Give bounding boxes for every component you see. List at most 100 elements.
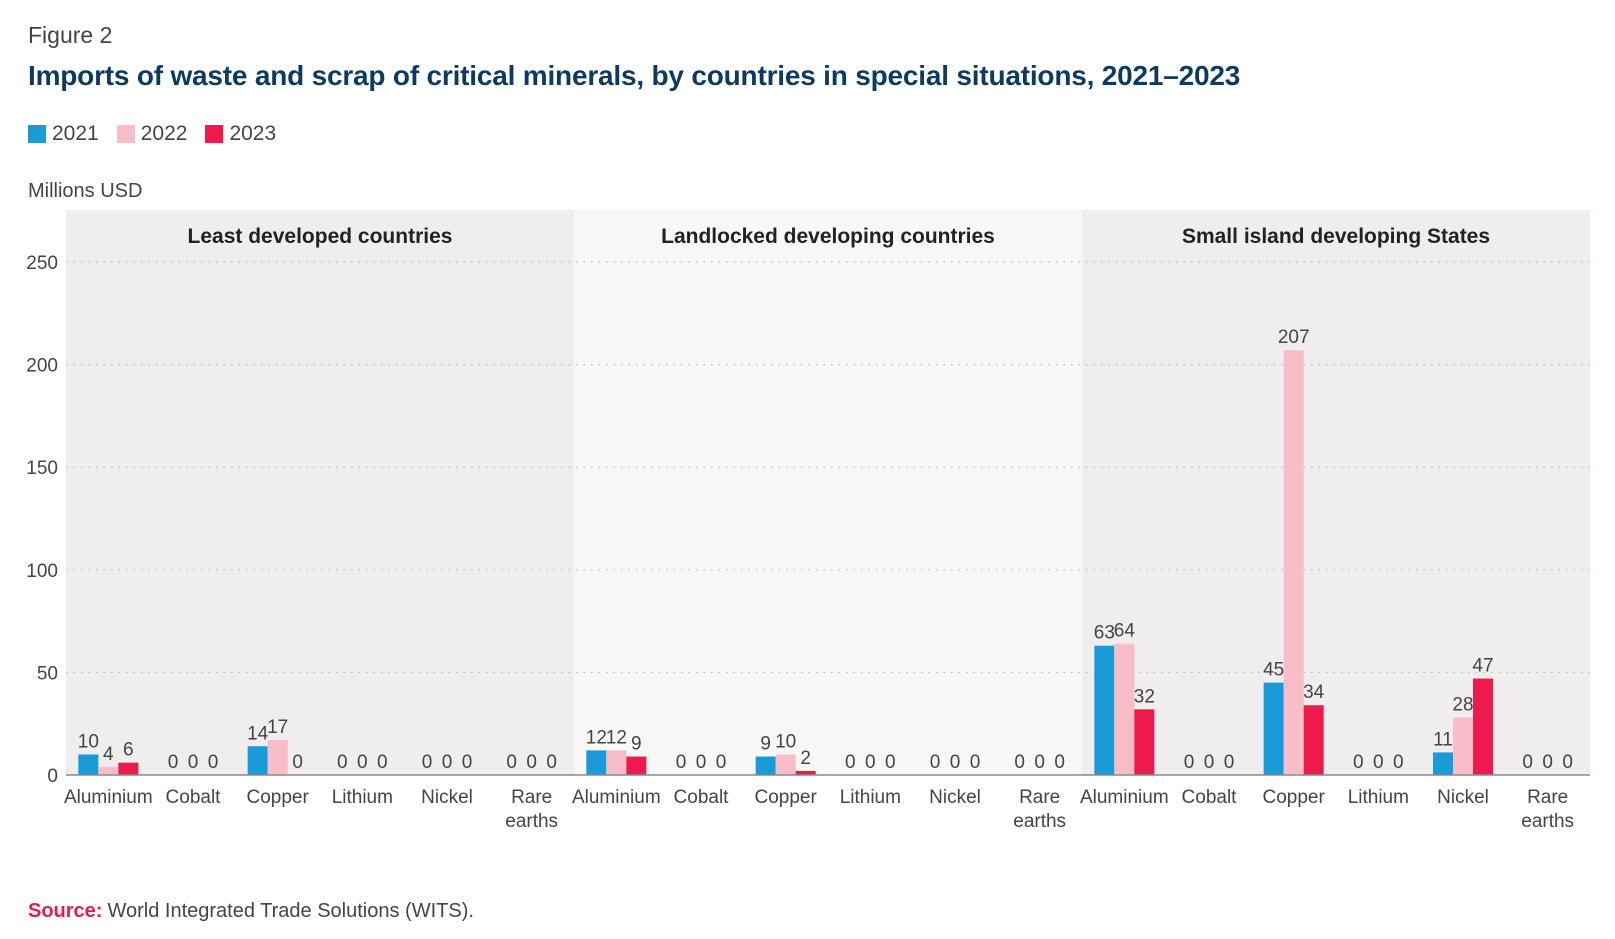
x-tick-label: Rare: [1527, 787, 1568, 808]
panel-title-3: Small island developing States: [1182, 225, 1490, 248]
legend: 2021 2022 2023: [28, 122, 276, 146]
bar: [267, 740, 288, 775]
x-tick-label: Aluminium: [64, 787, 153, 808]
data-label: 28: [1452, 695, 1473, 716]
x-tick-label: Copper: [247, 787, 310, 808]
bar-chart: Least developed countries Landlocked deve…: [26, 210, 1590, 832]
legend-label-2023: 2023: [229, 122, 277, 145]
x-tick-label: Copper: [1263, 787, 1326, 808]
panel-background-3: [1082, 210, 1590, 775]
legend-item-2022: 2022: [116, 122, 187, 146]
legend-label-2021: 2021: [52, 122, 99, 145]
y-tick-label: 50: [37, 663, 58, 684]
legend-swatch-2022: [116, 125, 135, 143]
source-text: World Integrated Trade Solutions (WITS).: [107, 900, 474, 922]
bar: [795, 770, 816, 775]
data-label: 0: [1562, 752, 1573, 773]
data-label: 0: [188, 752, 199, 773]
data-label: 0: [1184, 752, 1195, 773]
x-tick-label: Aluminium: [1080, 787, 1169, 808]
data-label: 63: [1094, 623, 1115, 644]
bar: [586, 750, 607, 775]
panel-background-1: [66, 210, 574, 775]
data-label: 0: [716, 752, 727, 773]
data-label: 0: [377, 752, 388, 773]
data-label: 0: [1353, 752, 1364, 773]
data-label: 0: [676, 752, 687, 773]
x-tick-label: Lithium: [332, 787, 393, 808]
x-tick-label: Lithium: [1348, 787, 1409, 808]
x-tick-label: Nickel: [929, 787, 981, 808]
data-label: 0: [357, 752, 368, 773]
y-tick-label: 100: [26, 561, 58, 582]
x-tick-label: Nickel: [1437, 787, 1489, 808]
x-tick-label: Copper: [755, 787, 818, 808]
data-label: 12: [586, 727, 607, 748]
data-label: 0: [1373, 752, 1384, 773]
data-label: 0: [546, 752, 557, 773]
figure-label: Figure 2: [28, 22, 113, 48]
data-label: 10: [775, 731, 796, 752]
bar: [1134, 709, 1155, 775]
data-label: 0: [462, 752, 473, 773]
y-tick-label: 250: [26, 253, 58, 274]
x-tick-label: Cobalt: [166, 787, 222, 808]
x-tick-label: earths: [1013, 811, 1066, 832]
data-label: 0: [1014, 752, 1025, 773]
bar: [1303, 705, 1324, 775]
data-label: 11: [1433, 729, 1453, 750]
data-label: 207: [1278, 327, 1310, 348]
data-label: 45: [1263, 660, 1284, 681]
y-tick-label: 0: [47, 766, 58, 787]
data-label: 0: [1522, 752, 1533, 773]
y-tick-label: 200: [26, 356, 58, 377]
x-tick-label: earths: [1521, 811, 1574, 832]
data-label: 14: [247, 723, 269, 744]
x-tick-label: Rare: [511, 787, 552, 808]
bar: [1263, 682, 1284, 775]
data-label: 47: [1472, 656, 1493, 677]
x-tick-label: earths: [505, 811, 558, 832]
data-label: 0: [208, 752, 219, 773]
data-label: 9: [631, 734, 642, 755]
data-label: 32: [1134, 686, 1155, 707]
data-label: 0: [506, 752, 517, 773]
bar: [755, 756, 776, 775]
data-label: 10: [78, 731, 99, 752]
data-label: 0: [526, 752, 537, 773]
panel-title-1: Least developed countries: [188, 225, 453, 248]
legend-item-2023: 2023: [205, 122, 276, 146]
bar: [626, 756, 647, 775]
data-label: 4: [103, 744, 114, 765]
y-tick-label: 150: [26, 458, 58, 479]
bar: [1433, 752, 1453, 775]
source-label: Source:: [28, 900, 103, 922]
bar: [1094, 645, 1115, 775]
data-label: 0: [865, 752, 876, 773]
bar: [98, 766, 119, 775]
data-label: 0: [1054, 752, 1065, 773]
x-tick-label: Rare: [1019, 787, 1060, 808]
data-label: 0: [1204, 752, 1215, 773]
data-label: 0: [970, 752, 981, 773]
x-tick-label: Aluminium: [572, 787, 661, 808]
data-label: 12: [606, 727, 627, 748]
legend-item-2021: 2021: [28, 122, 99, 146]
data-label: 0: [1393, 752, 1404, 773]
data-label: 0: [168, 752, 179, 773]
x-tick-label: Nickel: [421, 787, 473, 808]
data-label: 6: [123, 740, 134, 761]
data-label: 0: [1224, 752, 1235, 773]
legend-swatch-2021: [28, 125, 46, 143]
bar: [78, 754, 99, 775]
data-label: 0: [885, 752, 896, 773]
data-label: 0: [422, 752, 433, 773]
bar: [606, 750, 627, 775]
panel-title-2: Landlocked developing countries: [661, 225, 995, 248]
x-tick-label: Cobalt: [1182, 787, 1238, 808]
bar: [1453, 717, 1473, 775]
x-tick-label: Cobalt: [674, 787, 730, 808]
bar: [1283, 350, 1304, 775]
data-label: 0: [696, 752, 707, 773]
data-label: 17: [267, 717, 288, 738]
